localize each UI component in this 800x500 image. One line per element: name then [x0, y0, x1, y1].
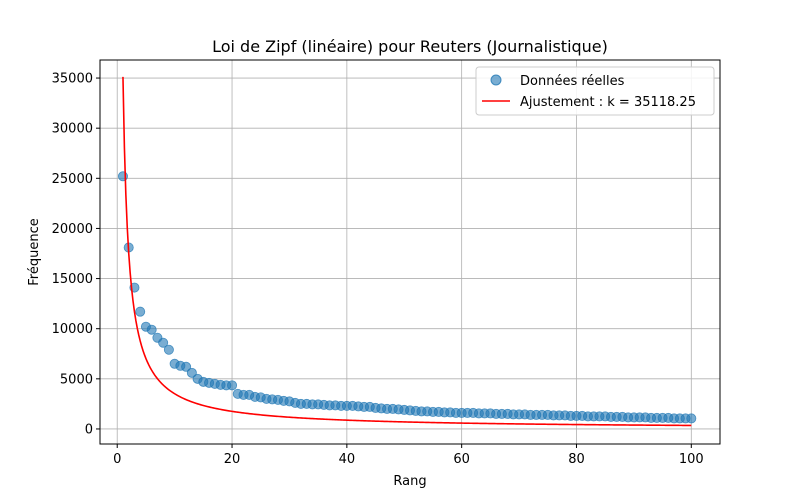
x-tick-label: 40: [339, 452, 356, 467]
data-point: [163, 344, 174, 355]
grid-x: [116, 60, 692, 444]
y-axis-ticks: 0 5000 10000 15000 20000 25000 30000 35000: [52, 72, 100, 437]
data-point: [135, 306, 146, 317]
data-point: [117, 171, 128, 182]
data-point: [186, 367, 197, 378]
x-tick-label: 0: [113, 452, 121, 467]
data-point: [686, 413, 697, 424]
y-tick-label: 20000: [52, 222, 93, 237]
legend-label-line: Ajustement : k = 35118.25: [520, 95, 696, 110]
y-tick-label: 25000: [52, 172, 93, 187]
plot-area: [100, 60, 720, 444]
legend-marker-scatter: [490, 74, 502, 86]
data-point: [181, 361, 192, 372]
y-tick-label: 30000: [52, 122, 93, 137]
plot-frame: [99, 59, 721, 445]
y-tick-label: 10000: [52, 322, 93, 337]
x-axis-ticks: 0 20 40 60 80 100: [113, 444, 704, 467]
y-axis-label: Fréquence: [27, 218, 42, 285]
fit-series: [122, 76, 692, 427]
y-tick-label: 0: [85, 422, 93, 437]
x-tick-label: 80: [568, 452, 585, 467]
fit-line: [122, 76, 692, 427]
legend-label-scatter: Données réelles: [520, 74, 625, 89]
legend-box: [475, 66, 715, 116]
chart-title: Loi de Zipf (linéaire) pour Reuters (Jou…: [212, 37, 608, 56]
data-point: [146, 324, 157, 335]
y-tick-label: 15000: [52, 272, 93, 287]
x-tick-label: 20: [224, 452, 241, 467]
x-tick-label: 60: [453, 452, 470, 467]
legend: Données réelles Ajustement : k = 35118.2…: [475, 66, 715, 116]
y-tick-label: 5000: [60, 372, 93, 387]
scatter-series: [117, 171, 697, 424]
x-axis-label: Rang: [393, 474, 426, 489]
data-point: [158, 337, 169, 348]
y-tick-label: 35000: [52, 72, 93, 87]
x-tick-label: 100: [679, 452, 704, 467]
data-point: [227, 380, 238, 391]
